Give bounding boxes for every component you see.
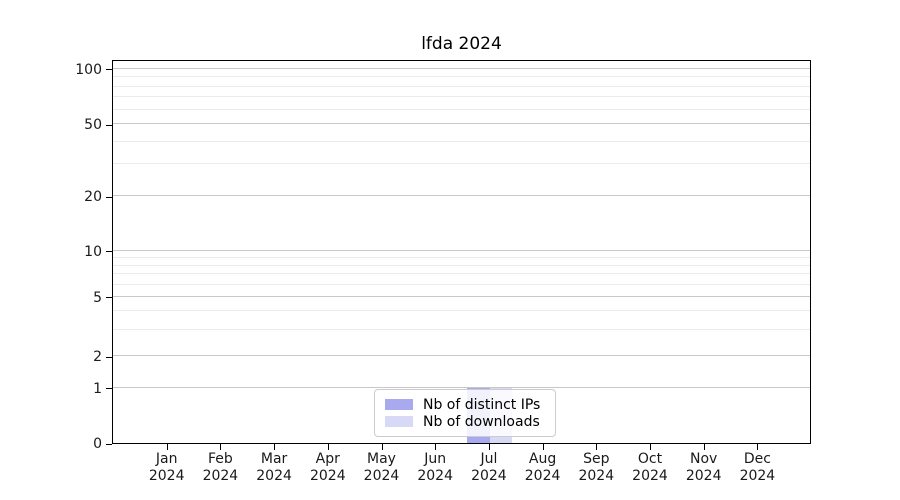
x-tick-label-8: Sep 2024 [578,451,615,484]
major-gridline-2 [113,355,810,357]
y-tick-50 [106,124,112,126]
y-tick-label-1: 1 [93,380,102,397]
x-tick-label-6: Jul 2024 [471,451,507,484]
x-tick-3 [327,444,329,450]
minor-gridline-8 [113,264,810,266]
minor-gridline-70 [113,96,810,98]
major-gridline-100 [113,67,810,69]
y-tick-label-2: 2 [93,349,102,366]
major-gridline-50 [113,123,810,125]
y-tick-label-100: 100 [75,61,102,78]
y-tick-1 [106,388,112,390]
x-tick-0 [166,444,168,450]
y-tick-label-10: 10 [84,243,102,260]
y-tick-5 [106,297,112,299]
y-tick-label-0: 0 [93,436,102,452]
y-tick-2 [106,356,112,358]
x-tick-label-11: Dec 2024 [739,451,776,484]
x-tick-label-7: Aug 2024 [524,451,561,484]
y-tick-label-20: 20 [84,189,102,206]
minor-gridline-40 [113,140,810,142]
y-tick-label-50: 50 [84,117,102,134]
major-gridline-5 [113,295,810,297]
minor-gridline-60 [113,108,810,110]
y-tick-label-5: 5 [93,289,102,306]
x-tick-label-3: Apr 2024 [309,451,346,484]
x-tick-2 [274,444,276,450]
y-tick-10 [106,251,112,253]
legend-item-downloads: Nb of downloads [385,413,545,430]
y-tick-100 [106,69,112,71]
x-tick-8 [596,444,598,450]
x-tick-label-9: Oct 2024 [632,451,668,484]
major-gridline-10 [113,249,810,251]
x-tick-6 [488,444,490,450]
x-tick-label-0: Jan 2024 [148,451,185,484]
minor-gridline-80 [113,85,810,87]
legend-item-distinct-ips: Nb of distinct IPs [385,396,545,413]
x-tick-5 [435,444,437,450]
plot-area [112,60,811,444]
major-gridline-20 [113,195,810,197]
minor-gridline-7 [113,273,810,275]
x-tick-7 [542,444,544,450]
minor-gridline-4 [113,310,810,312]
x-tick-label-2: Mar 2024 [256,451,292,484]
legend-swatch-downloads [385,416,413,427]
legend-label-downloads: Nb of downloads [423,413,540,430]
legend-swatch-distinct-ips [385,399,413,410]
x-tick-4 [381,444,383,450]
x-tick-10 [703,444,705,450]
minor-gridline-9 [113,256,810,258]
chart-title: lfda 2024 [421,34,502,54]
major-gridline-1 [113,386,810,388]
x-tick-label-1: Feb 2024 [202,451,239,484]
x-tick-label-4: May 2024 [363,451,400,484]
x-tick-9 [650,444,651,450]
y-tick-20 [106,196,112,198]
x-tick-label-10: Nov 2024 [685,451,722,484]
x-tick-1 [220,444,222,450]
minor-gridline-90 [113,76,810,78]
x-tick-label-5: Jun 2024 [417,451,453,484]
legend: Nb of distinct IPs Nb of downloads [374,389,556,437]
legend-label-distinct-ips: Nb of distinct IPs [423,396,541,413]
minor-gridline-30 [113,163,810,165]
x-tick-11 [757,444,759,450]
minor-gridline-6 [113,283,810,285]
y-tick-0 [106,443,112,445]
minor-gridline-3 [113,328,810,330]
